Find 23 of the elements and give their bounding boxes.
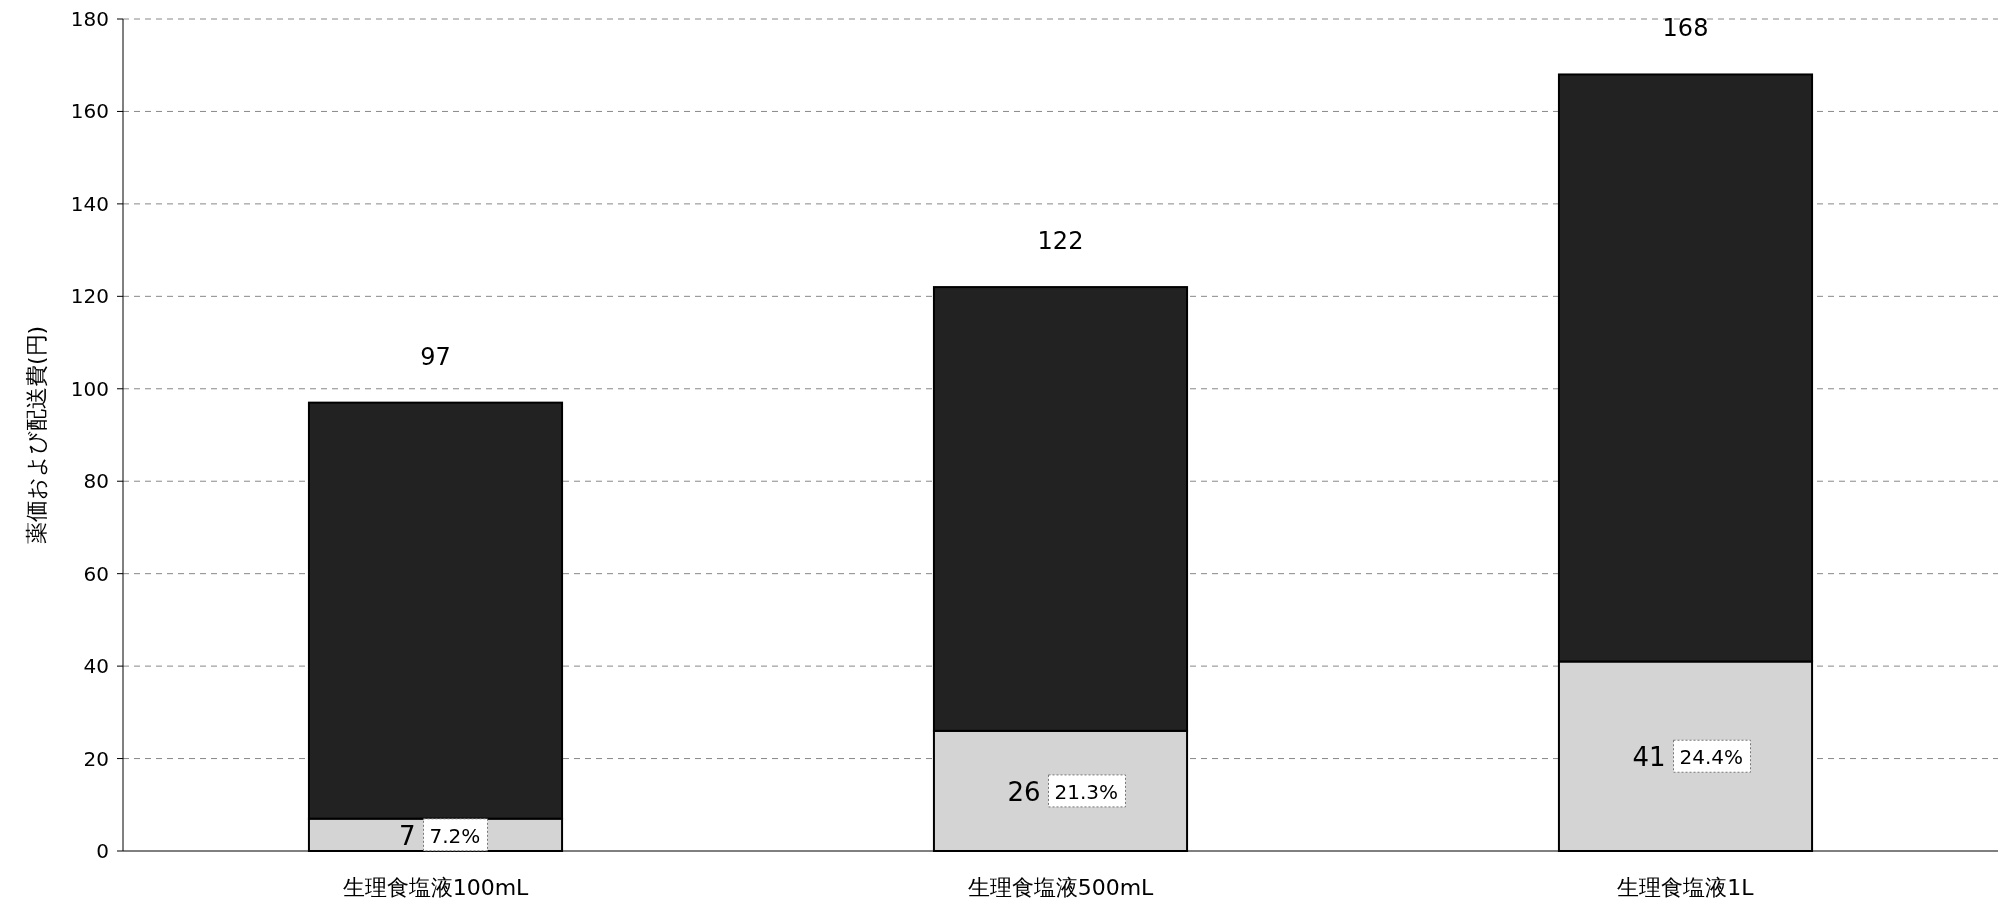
y-tick-label: 40 <box>83 654 109 679</box>
annotation: 7.2% <box>429 823 481 848</box>
total-label: 97 <box>420 342 451 371</box>
total-label: 168 <box>1662 14 1709 43</box>
annotation: 21.3% <box>1054 779 1119 804</box>
y-tick-label: 140 <box>70 191 109 216</box>
y-tick-label: 180 <box>70 7 109 31</box>
data-label: 7 <box>398 820 416 851</box>
annotation: 24.4% <box>1679 745 1744 770</box>
y-tick-label: 160 <box>70 99 109 124</box>
y-axis-title: 薬価および配送費(円) <box>24 325 49 545</box>
y-tick-label: 60 <box>83 561 109 586</box>
total-label: 122 <box>1037 227 1084 256</box>
data-label: 41 <box>1632 742 1666 773</box>
data-label: 26 <box>1007 776 1041 807</box>
x-tick-label: 生理食塩液100mL <box>342 875 530 900</box>
y-tick-label: 100 <box>70 376 109 401</box>
x-tick-label: 生理食塩液500mL <box>967 875 1155 900</box>
y-tick-label: 20 <box>83 746 109 771</box>
y-tick-label: 80 <box>83 469 109 494</box>
x-tick-label: 生理食塩液1L <box>1617 875 1755 900</box>
y-tick-label: 120 <box>70 284 109 309</box>
y-tick-label: 0 <box>96 839 109 863</box>
